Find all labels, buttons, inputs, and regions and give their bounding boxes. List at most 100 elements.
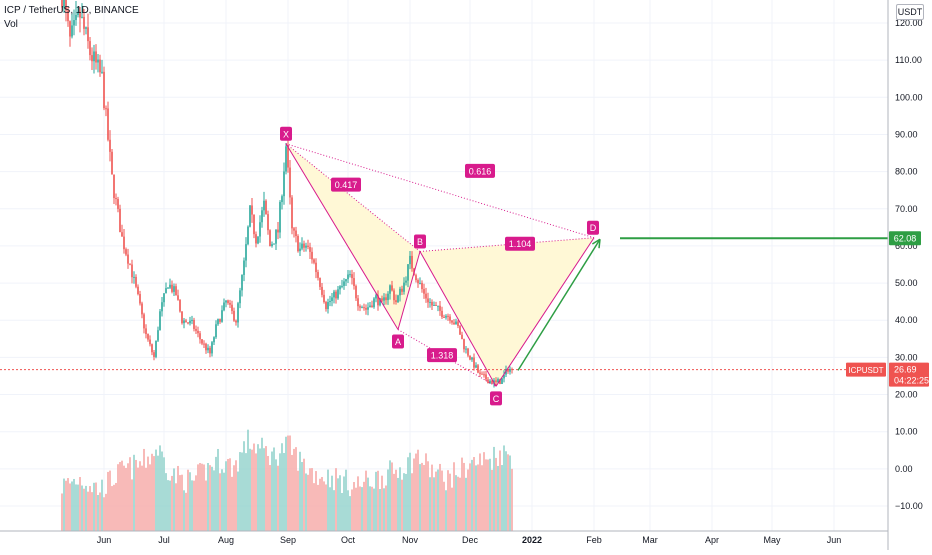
chart-legend: ICP / TetherUS, 1D, BINANCE Vol	[4, 4, 139, 32]
last-price-text: 26.69	[894, 365, 917, 375]
candle-body	[475, 365, 477, 368]
candle-body	[255, 234, 257, 244]
candle-body	[469, 355, 471, 360]
symbol-title[interactable]: ICP / TetherUS, 1D, BINANCE	[4, 5, 139, 16]
candle-body	[203, 343, 205, 345]
price-tick-label: 0.00	[895, 464, 913, 474]
candle-body	[503, 374, 505, 379]
volume-bar	[473, 457, 475, 531]
time-tick-label: Nov	[402, 535, 419, 545]
ratio-label: 0.417	[331, 177, 361, 192]
candle-body	[109, 139, 111, 152]
volume-bar	[63, 478, 65, 531]
volume-bar	[449, 473, 451, 531]
candle-body	[341, 285, 343, 287]
volume-bar	[507, 454, 509, 531]
volume-bar	[119, 462, 121, 531]
volume-bar	[205, 480, 207, 531]
candle-body	[81, 16, 83, 18]
volume-bar	[381, 475, 383, 531]
volume-bar	[177, 465, 179, 531]
candle-body	[449, 316, 451, 321]
candle-body	[83, 16, 85, 29]
candle-body	[211, 342, 213, 354]
volume-bar	[397, 477, 399, 531]
time-tick-label: Jun	[827, 535, 842, 545]
price-tick-label: 90.00	[895, 129, 918, 139]
ratio-label-bg	[505, 236, 535, 251]
candle-body	[487, 379, 489, 384]
volume-bar	[443, 481, 445, 531]
candle-body	[305, 245, 307, 248]
volume-bar	[73, 478, 75, 531]
candle-body	[73, 20, 75, 26]
candle-body	[417, 280, 419, 284]
candle-body	[227, 300, 229, 303]
candle-body	[407, 264, 409, 281]
volume-bar	[289, 435, 291, 531]
candle-body	[455, 321, 457, 325]
candle-body	[219, 319, 221, 322]
candle-body	[353, 278, 355, 287]
candle-body	[443, 316, 445, 318]
volume-bar	[75, 484, 77, 531]
leg-cd	[495, 237, 595, 387]
candle-body	[447, 315, 449, 317]
ratio-label-bg	[465, 163, 495, 178]
volume-bar	[335, 468, 337, 531]
candle-body	[237, 303, 239, 323]
target-price-badge-bg	[889, 231, 921, 246]
candle-body	[131, 264, 133, 278]
candle-body	[153, 352, 155, 357]
candle-body	[303, 243, 305, 248]
volume-bar	[309, 468, 311, 531]
candle-body	[269, 230, 271, 246]
price-axis-bg[interactable]	[888, 0, 932, 550]
volume-bar	[113, 484, 115, 531]
candle-body	[317, 272, 319, 278]
candle-body	[253, 214, 255, 235]
volume-bar	[103, 497, 105, 531]
time-axis: Jun Jul Aug Sep Oct Nov Dec 2022 Feb Mar Apr May Jun	[97, 535, 842, 545]
volume-bar	[441, 470, 443, 531]
volume-bar	[451, 487, 453, 531]
currency-badge[interactable]: USDT	[896, 4, 924, 20]
volume-label[interactable]: Vol	[4, 19, 18, 30]
volume-bar	[307, 474, 309, 531]
point-label-a-text: A	[395, 337, 401, 347]
candle-body	[119, 208, 121, 233]
candle-body	[157, 330, 159, 341]
candle-body	[147, 334, 149, 340]
volume-bar	[373, 488, 375, 531]
volume-bar	[233, 465, 235, 531]
candle-body	[145, 328, 147, 335]
price-tick-label: 70.00	[895, 204, 918, 214]
volume-bar	[367, 477, 369, 531]
candle-body	[363, 307, 365, 309]
candle-body	[175, 286, 177, 296]
candle-body	[451, 320, 453, 323]
volume-bar	[149, 464, 151, 531]
volume-bar	[187, 469, 189, 531]
candle-body	[99, 59, 101, 73]
point-label-c: C	[490, 391, 502, 406]
volume-bar	[67, 478, 69, 531]
candle-body	[149, 339, 151, 345]
volume-bar	[501, 465, 503, 531]
candle-body	[423, 289, 425, 294]
volume-bar	[89, 486, 91, 531]
leg-xa	[285, 143, 399, 330]
volume-bar	[207, 463, 209, 531]
ratio-label-text: 0.616	[469, 166, 492, 176]
candle-body	[229, 302, 231, 305]
candle-body	[287, 146, 289, 168]
volume-bar	[139, 461, 141, 531]
volume-bar	[369, 486, 371, 531]
volume-bar	[333, 490, 335, 531]
candle-body	[425, 293, 427, 299]
candle-body	[323, 294, 325, 303]
point-label-x-bg	[280, 126, 292, 141]
